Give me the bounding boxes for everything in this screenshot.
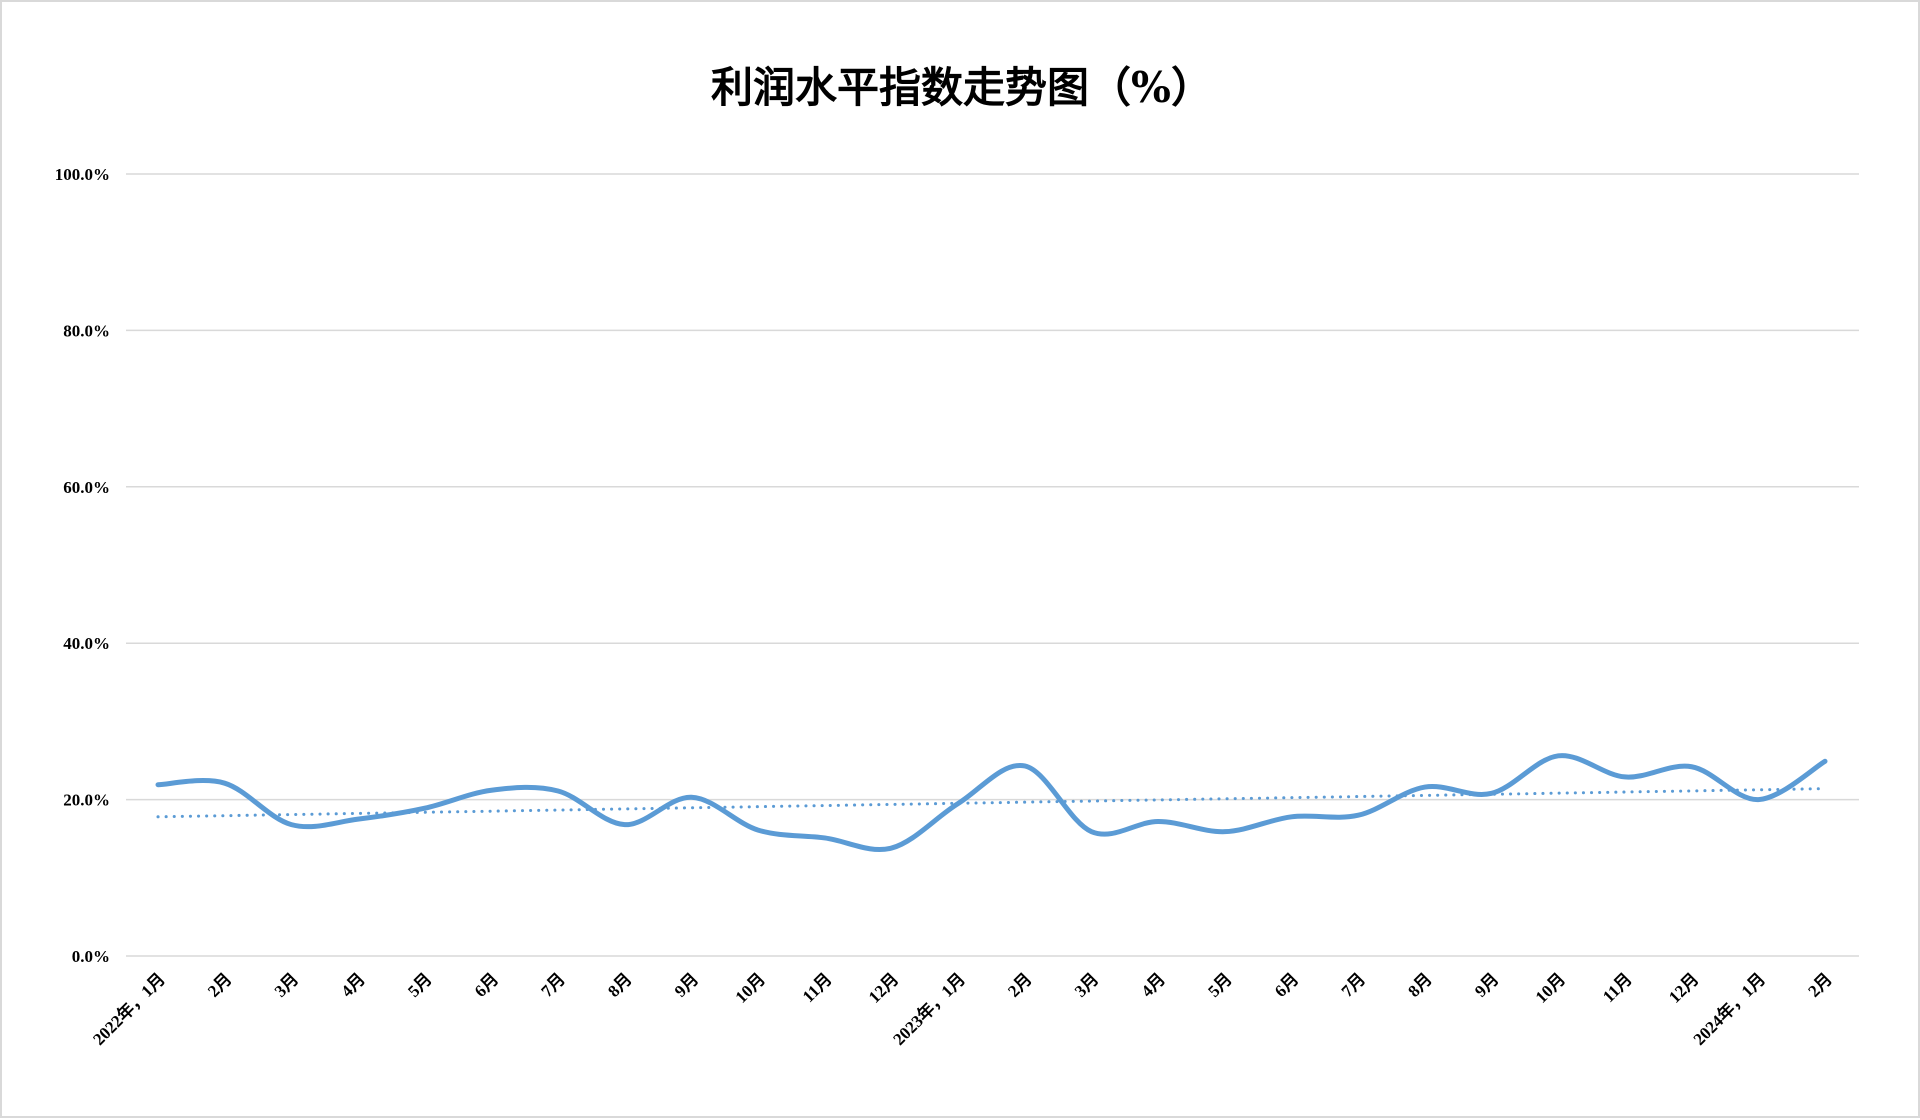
x-tick-label: 10月: [731, 969, 768, 1006]
y-tick-label: 20.0%: [63, 791, 110, 810]
y-tick-label: 60.0%: [63, 478, 110, 497]
x-tick-label: 8月: [1404, 969, 1435, 1000]
x-tick-label: 2月: [204, 969, 235, 1000]
x-tick-label: 9月: [1471, 969, 1502, 1000]
x-tick-label: 2023年，1月: [889, 969, 969, 1049]
chart-title: 利润水平指数走势图（%）: [711, 63, 1213, 112]
x-tick-label: 7月: [537, 969, 568, 1000]
series-line-profit-index: [155, 753, 1828, 852]
x-tick-label: 6月: [471, 969, 502, 1000]
x-tick-label: 10月: [1532, 969, 1569, 1006]
x-tick-label: 11月: [799, 969, 836, 1006]
x-tick-label: 12月: [865, 969, 902, 1006]
x-tick-label: 2月: [1804, 969, 1835, 1000]
x-tick-label: 11月: [1599, 969, 1636, 1006]
x-axis-labels: 2022年，1月 2月 3月 4月 5月 6月 7月 8月 9月 10月 11月 12月2023年，1…: [89, 969, 1836, 1049]
x-tick-label: 2月: [1004, 969, 1035, 1000]
x-tick-label: 6月: [1271, 969, 1302, 1000]
x-tick-label: 5月: [1204, 969, 1235, 1000]
x-tick-label: 12月: [1665, 969, 1702, 1006]
y-axis-labels: 0.0% 20.0% 40.0% 60.0% 80.0% 100.0%: [55, 165, 110, 966]
x-tick-label: 3月: [1071, 969, 1102, 1000]
x-tick-label: 5月: [404, 969, 435, 1000]
x-tick-label: 9月: [671, 969, 702, 1000]
y-tick-label: 80.0%: [63, 321, 110, 340]
x-tick-label: 2022年，1月: [89, 969, 169, 1049]
x-tick-label: 3月: [271, 969, 302, 1000]
x-tick-label: 8月: [604, 969, 635, 1000]
x-tick-label: 4月: [1138, 969, 1169, 1000]
x-tick-label: 2024年，1月: [1689, 969, 1769, 1049]
trendline: [156, 787, 1827, 819]
y-tick-label: 40.0%: [63, 634, 110, 653]
x-tick-label: 7月: [1338, 969, 1369, 1000]
y-tick-label: 0.0%: [72, 947, 110, 966]
gridlines: [126, 173, 1859, 957]
y-tick-label: 100.0%: [55, 165, 110, 184]
x-tick-label: 4月: [337, 969, 368, 1000]
